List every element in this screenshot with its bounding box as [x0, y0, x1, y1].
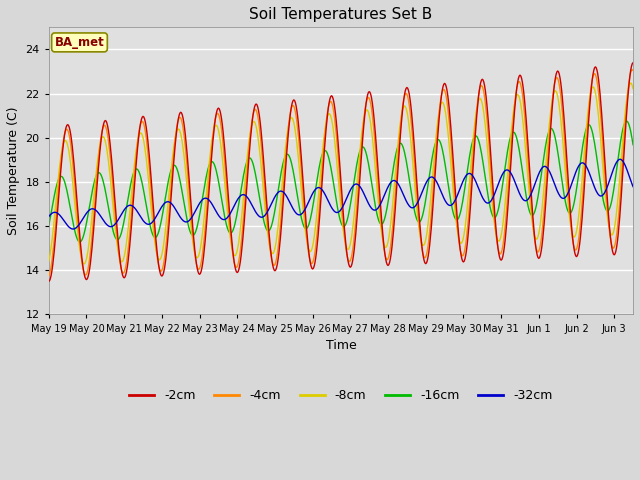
- Y-axis label: Soil Temperature (C): Soil Temperature (C): [7, 107, 20, 235]
- X-axis label: Time: Time: [326, 339, 356, 352]
- Title: Soil Temperatures Set B: Soil Temperatures Set B: [250, 7, 433, 22]
- Legend: -2cm, -4cm, -8cm, -16cm, -32cm: -2cm, -4cm, -8cm, -16cm, -32cm: [124, 384, 557, 407]
- Text: BA_met: BA_met: [54, 36, 104, 49]
